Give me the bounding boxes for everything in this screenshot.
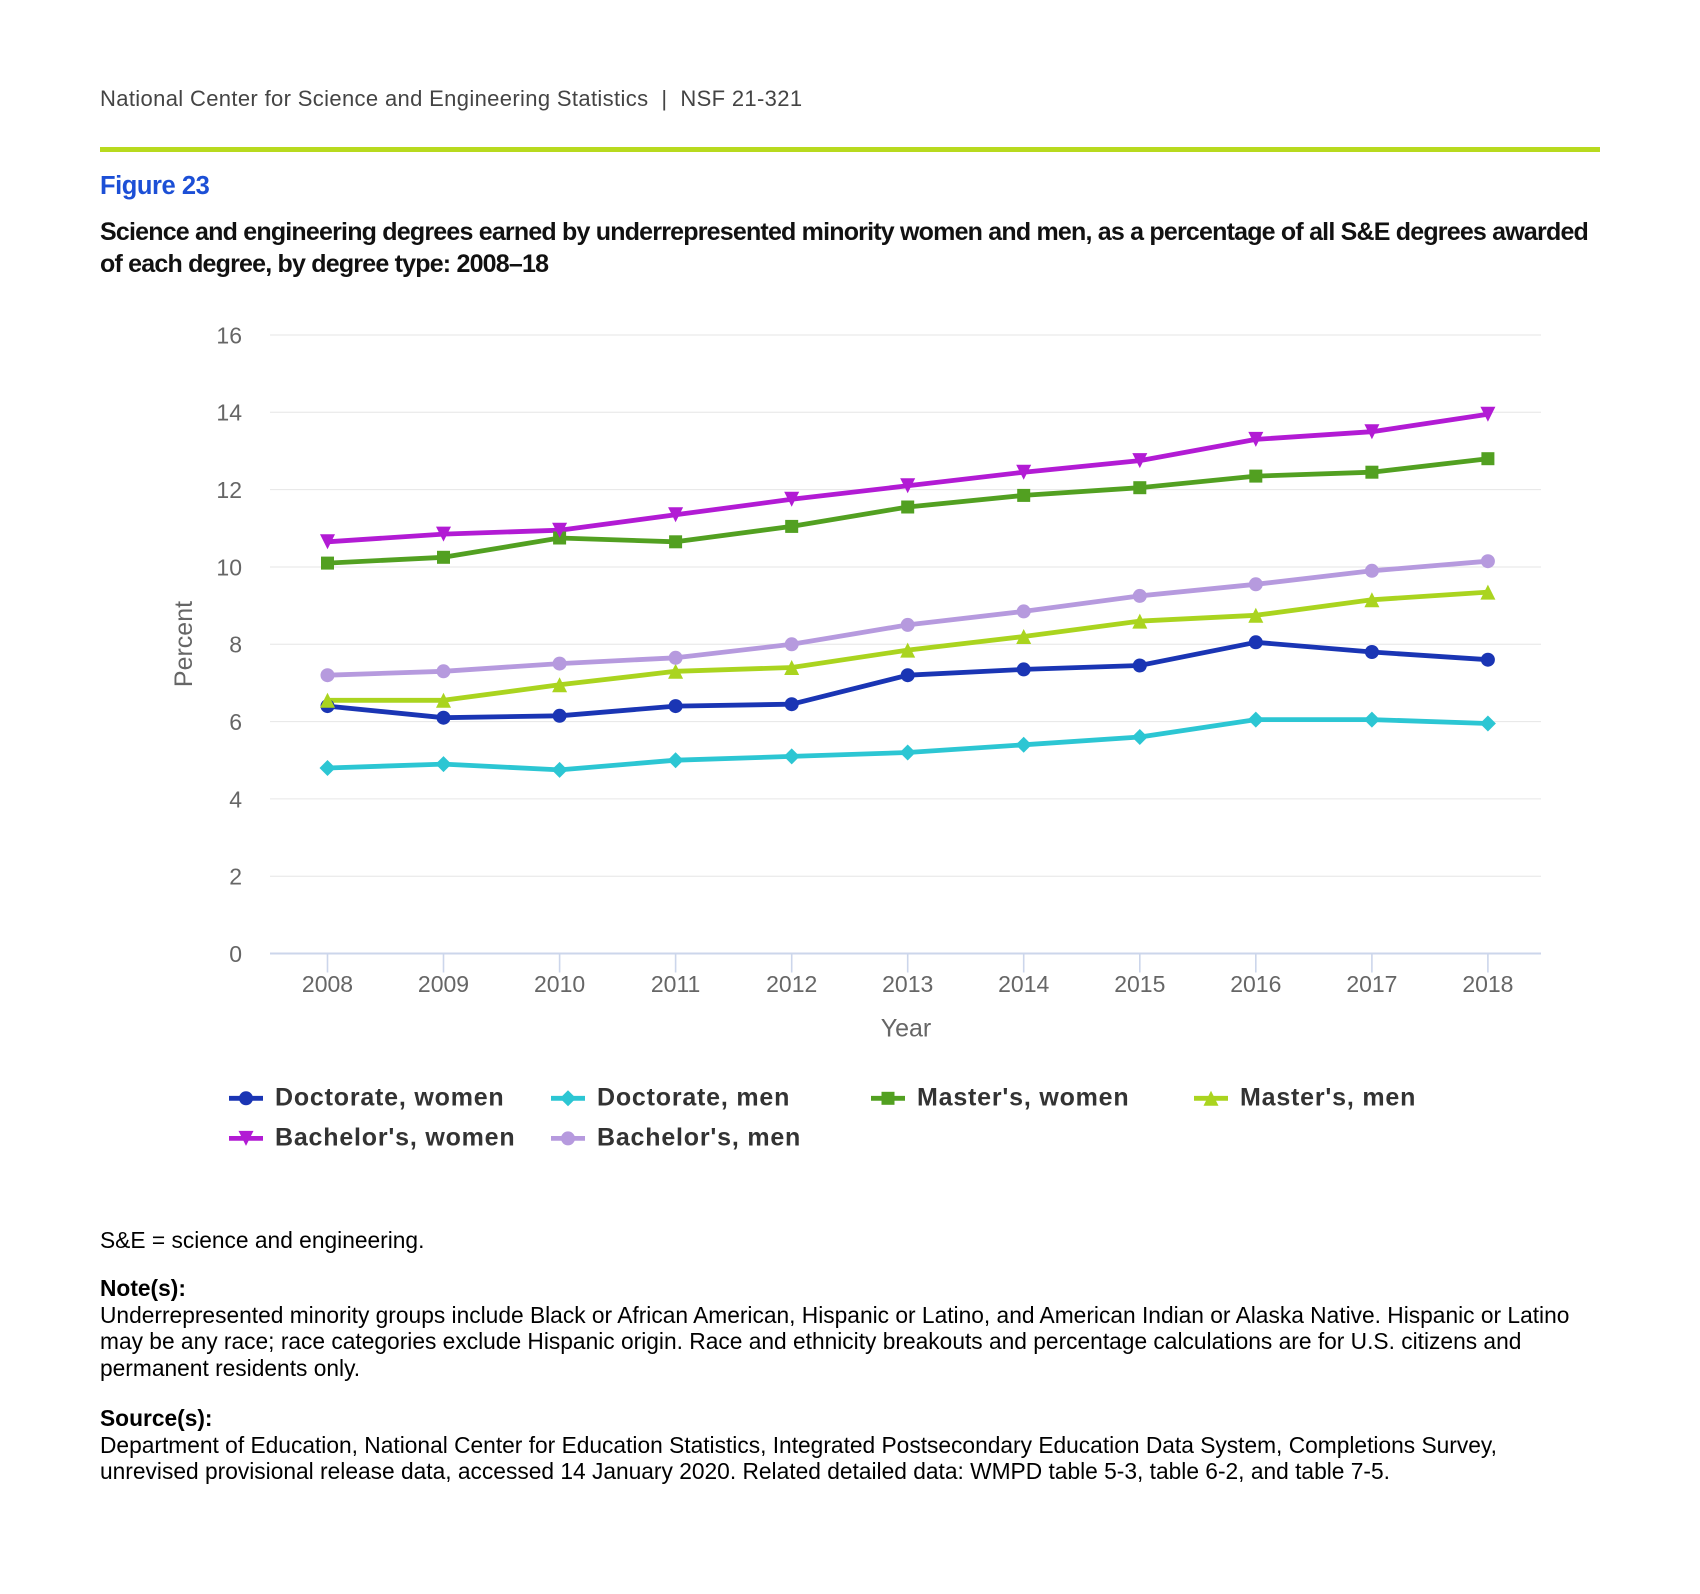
svg-text:Bachelor's, men: Bachelor's, men xyxy=(597,1124,801,1152)
svg-text:2015: 2015 xyxy=(1114,971,1165,997)
svg-text:2013: 2013 xyxy=(882,971,933,997)
svg-text:4: 4 xyxy=(229,786,242,812)
svg-text:2010: 2010 xyxy=(534,971,585,997)
svg-text:2014: 2014 xyxy=(998,971,1049,997)
svg-text:2017: 2017 xyxy=(1346,971,1397,997)
svg-text:2012: 2012 xyxy=(766,971,817,997)
svg-text:Doctorate, women: Doctorate, women xyxy=(275,1084,505,1112)
svg-text:Master's, men: Master's, men xyxy=(1240,1084,1416,1112)
svg-text:2018: 2018 xyxy=(1462,971,1513,997)
svg-text:12: 12 xyxy=(216,477,242,503)
svg-text:8: 8 xyxy=(229,632,242,658)
svg-text:Bachelor's, women: Bachelor's, women xyxy=(275,1124,515,1152)
svg-text:Year: Year xyxy=(881,1015,932,1043)
svg-text:Master's, women: Master's, women xyxy=(917,1084,1129,1112)
svg-text:2009: 2009 xyxy=(418,971,469,997)
svg-text:10: 10 xyxy=(216,554,242,580)
svg-text:Doctorate, men: Doctorate, men xyxy=(597,1084,790,1112)
svg-text:6: 6 xyxy=(229,709,242,735)
svg-text:0: 0 xyxy=(229,941,242,967)
svg-text:2016: 2016 xyxy=(1230,971,1281,997)
svg-text:14: 14 xyxy=(216,400,242,426)
svg-text:Percent: Percent xyxy=(170,601,198,687)
svg-text:2008: 2008 xyxy=(302,971,353,997)
svg-text:16: 16 xyxy=(216,322,242,348)
svg-text:2011: 2011 xyxy=(651,971,700,997)
svg-text:2: 2 xyxy=(229,864,242,890)
